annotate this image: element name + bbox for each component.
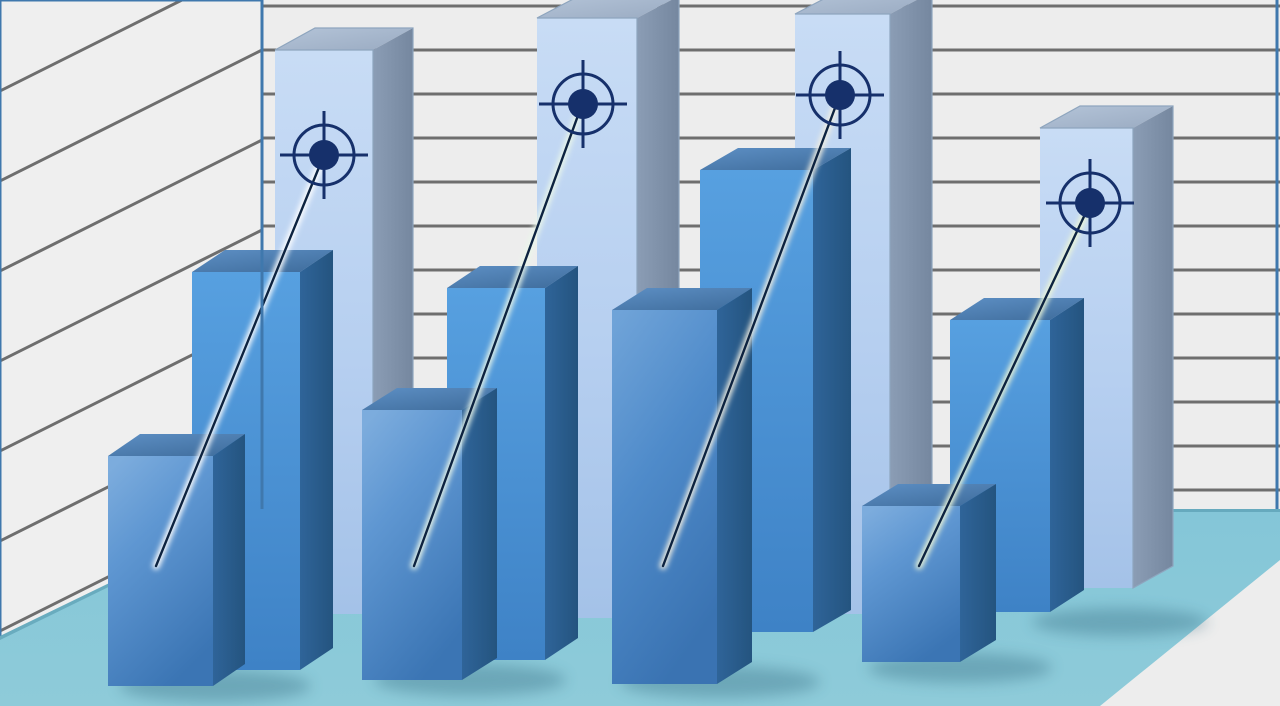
crosshair-target-icon-4[interactable] <box>1046 159 1134 247</box>
bar-front-4[interactable] <box>862 484 996 662</box>
bar-side-face <box>213 434 245 686</box>
pointer-line-3 <box>659 96 842 570</box>
bar-side-face <box>960 484 996 662</box>
bar-side-face <box>1050 298 1084 612</box>
bar-top-face <box>275 28 413 50</box>
pointer-line-2 <box>410 106 584 570</box>
bar-top-face <box>612 288 752 310</box>
bar-side-face <box>890 0 932 614</box>
bar-top-face <box>447 266 578 288</box>
bar-top-face <box>1040 106 1173 128</box>
crosshair-target-icon-2[interactable] <box>539 60 627 148</box>
crosshair-target-icon-3[interactable] <box>796 51 884 139</box>
bar-side-face <box>545 266 578 660</box>
bar-front-face <box>612 310 717 684</box>
crosshair-targets <box>280 51 1134 247</box>
pointer-lines <box>152 96 1092 570</box>
bar-side-face <box>717 288 752 684</box>
bar-top-face <box>950 298 1084 320</box>
bar-front-face <box>362 410 462 680</box>
bar-side-face <box>462 388 497 680</box>
bar-top-face <box>362 388 497 410</box>
bar-top-face <box>795 0 917 14</box>
bar-front-face <box>862 506 960 662</box>
pointer-line-1 <box>152 156 326 570</box>
bar-outline <box>1039 105 1174 590</box>
bar-side-face <box>300 250 333 670</box>
bar-top-face <box>537 0 672 18</box>
bar-front-3[interactable] <box>612 288 752 684</box>
bar-side-face <box>813 148 851 632</box>
bar-front-2[interactable] <box>362 388 497 680</box>
bar-front-face <box>108 456 213 686</box>
bar-front-1[interactable] <box>108 434 245 686</box>
bar-top-face <box>862 484 996 506</box>
crosshair-target-icon-1[interactable] <box>280 111 368 199</box>
bar-side-face <box>1133 106 1173 588</box>
pointer-line-4 <box>915 204 1092 570</box>
